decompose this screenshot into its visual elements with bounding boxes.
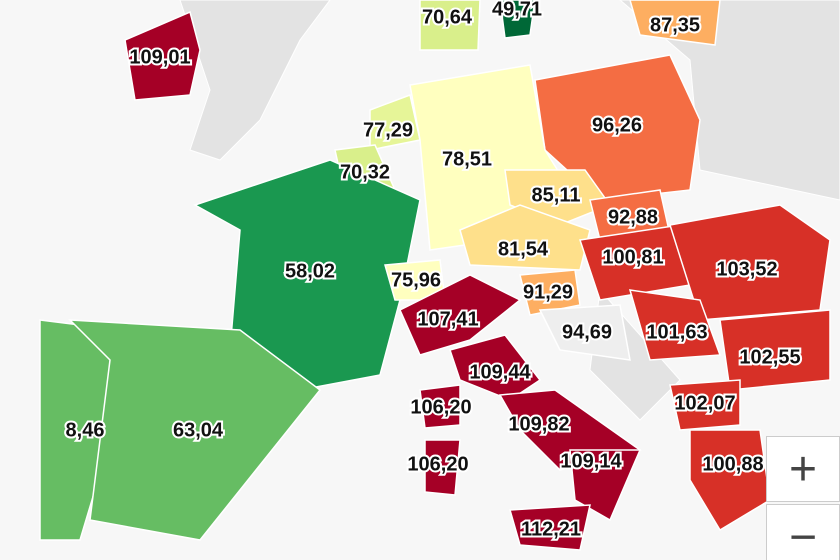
- region-label: 102,07: [674, 392, 735, 414]
- region-label: 101,63: [646, 321, 707, 343]
- region-label: 106,20: [407, 453, 468, 475]
- region: [193, 159, 421, 391]
- region-label: 109,14: [560, 450, 622, 472]
- region: [538, 304, 631, 361]
- region-label: 96,26: [592, 114, 642, 136]
- region: [569, 449, 642, 522]
- region-label: 107,41: [417, 308, 478, 330]
- region: [449, 334, 542, 401]
- region: [719, 309, 831, 391]
- region: [419, 384, 461, 429]
- region-label: 100,81: [602, 246, 663, 268]
- region-label: 63,04: [173, 419, 224, 441]
- region-label: 58,02: [285, 260, 335, 282]
- region: [669, 379, 741, 431]
- zoom-in-button[interactable]: +: [766, 436, 840, 502]
- region-label: 112,21: [521, 518, 581, 540]
- region-label: 92,88: [608, 206, 658, 228]
- region: [399, 274, 522, 356]
- region: [68, 319, 322, 541]
- region-label: 102,55: [739, 346, 800, 368]
- region: [519, 269, 581, 316]
- region-label: 85,11: [532, 184, 581, 206]
- region-label: 94,69: [562, 321, 612, 343]
- zoom-out-button[interactable]: −: [766, 504, 840, 560]
- region-label: 103,52: [716, 258, 777, 280]
- region: [124, 10, 201, 101]
- region: [628, 289, 722, 361]
- region-label: 49,71: [492, 0, 542, 20]
- region-label: 91,29: [523, 281, 573, 303]
- region-label: 70,64: [422, 6, 473, 28]
- region: [499, 0, 536, 39]
- region-label: 87,35: [650, 14, 700, 36]
- east-land: [619, 0, 840, 201]
- region-label: 75,96: [391, 269, 441, 291]
- region: [509, 504, 591, 551]
- region-label: 70,32: [340, 161, 390, 183]
- region-label: 81,54: [498, 238, 549, 260]
- region-label: 8,46: [66, 419, 105, 441]
- region-label: 78,51: [442, 148, 492, 170]
- region-label: 109,01: [129, 46, 190, 68]
- region-label: 106,20: [410, 396, 471, 418]
- region-label: 109,44: [469, 361, 531, 383]
- region-label: 109,82: [508, 413, 569, 435]
- uk: [179, 0, 331, 161]
- region: [419, 0, 481, 51]
- region-label: 100,88: [702, 453, 763, 475]
- region-label: 77,29: [363, 119, 413, 141]
- region: [689, 429, 771, 532]
- region: [424, 439, 461, 496]
- region: [629, 0, 721, 46]
